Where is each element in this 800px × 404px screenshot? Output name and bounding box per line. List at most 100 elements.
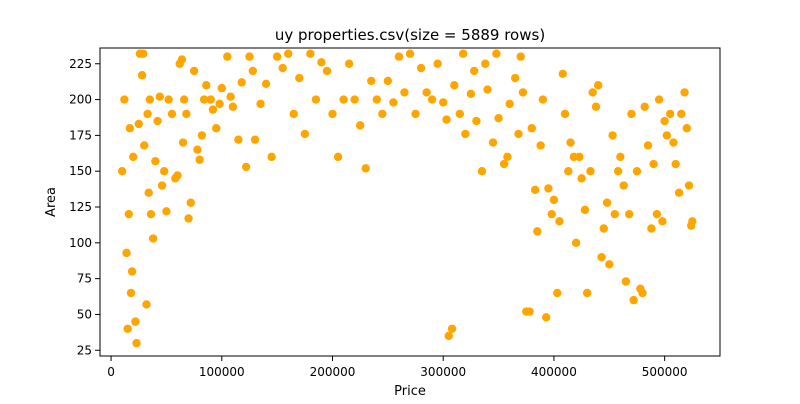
data-point	[533, 227, 542, 236]
data-point	[638, 288, 647, 298]
data-point	[178, 138, 188, 147]
data-point	[289, 109, 298, 119]
data-point	[461, 129, 470, 139]
data-point	[140, 141, 149, 150]
y-axis-label: Area	[44, 187, 59, 217]
data-point	[389, 98, 398, 107]
data-point	[186, 198, 195, 207]
x-tick-label: 0	[107, 365, 115, 379]
data-point	[674, 188, 684, 197]
data-point	[684, 181, 694, 190]
y-tick-label: 225	[69, 57, 92, 71]
data-point	[536, 141, 545, 150]
data-point	[195, 155, 204, 164]
data-point	[591, 102, 601, 111]
data-point	[400, 88, 409, 97]
data-point	[566, 138, 575, 147]
data-point	[564, 167, 573, 176]
data-point	[284, 49, 293, 58]
data-point	[544, 184, 553, 193]
data-point	[146, 209, 156, 219]
data-point	[477, 167, 487, 176]
data-point	[647, 224, 656, 233]
data-point	[514, 129, 523, 139]
data-point	[131, 317, 140, 326]
data-point	[145, 95, 155, 104]
y-tick-label: 50	[77, 307, 92, 321]
data-point	[372, 95, 381, 104]
data-point	[416, 63, 426, 73]
data-point	[153, 116, 162, 126]
y-tick-label: 200	[69, 93, 92, 107]
data-point	[226, 92, 235, 101]
data-point	[488, 138, 498, 147]
data-point	[143, 109, 152, 119]
data-point	[241, 162, 251, 172]
data-point	[654, 95, 664, 104]
data-point	[555, 217, 564, 226]
data-point	[625, 209, 634, 219]
data-point	[124, 209, 133, 219]
data-point	[122, 248, 131, 258]
data-point	[594, 81, 603, 90]
data-point	[492, 49, 501, 58]
data-point	[182, 109, 191, 119]
data-point	[599, 224, 608, 233]
data-point	[427, 95, 437, 104]
data-point	[577, 174, 586, 183]
data-point	[597, 252, 606, 262]
data-point	[455, 109, 465, 119]
data-point	[250, 135, 260, 144]
data-point	[499, 159, 509, 169]
y-tick-label: 175	[69, 128, 92, 142]
data-point	[616, 152, 625, 162]
data-point	[126, 288, 136, 298]
data-point	[317, 58, 326, 67]
data-point	[662, 131, 672, 140]
data-point	[295, 73, 304, 83]
data-point	[649, 159, 658, 169]
data-point	[613, 167, 623, 176]
y-tick-label: 125	[69, 200, 92, 214]
data-point	[525, 307, 534, 316]
y-tick-label: 25	[77, 343, 92, 357]
data-point	[215, 99, 224, 109]
data-point	[333, 152, 343, 162]
data-point	[682, 124, 691, 133]
data-point	[458, 49, 468, 58]
y-tick-label: 75	[77, 272, 92, 286]
data-point	[367, 76, 376, 86]
x-tick-label: 500000	[642, 365, 688, 379]
data-point	[117, 167, 127, 176]
data-point	[162, 207, 171, 216]
data-point	[575, 152, 584, 162]
data-point	[394, 52, 404, 61]
data-point	[322, 66, 332, 76]
data-point	[267, 152, 276, 162]
data-point	[586, 167, 595, 176]
data-point	[503, 152, 512, 162]
x-tick-label: 100000	[199, 365, 245, 379]
data-point	[652, 209, 662, 219]
data-point	[261, 79, 271, 89]
data-point	[206, 95, 215, 104]
data-point	[248, 66, 257, 76]
data-point	[669, 138, 678, 147]
data-point	[472, 116, 481, 126]
data-point	[602, 198, 612, 207]
data-point	[549, 195, 559, 205]
data-point	[680, 88, 689, 97]
data-point	[541, 313, 551, 322]
data-point	[197, 131, 207, 140]
data-point	[155, 92, 164, 101]
data-point	[640, 102, 649, 111]
chart-title: uy properties.csv(size = 5889 rows)	[275, 26, 545, 44]
data-point	[256, 99, 265, 109]
data-point	[300, 129, 310, 139]
data-point	[571, 238, 581, 248]
data-point	[632, 167, 642, 176]
data-point	[621, 277, 631, 286]
data-point	[272, 52, 282, 61]
